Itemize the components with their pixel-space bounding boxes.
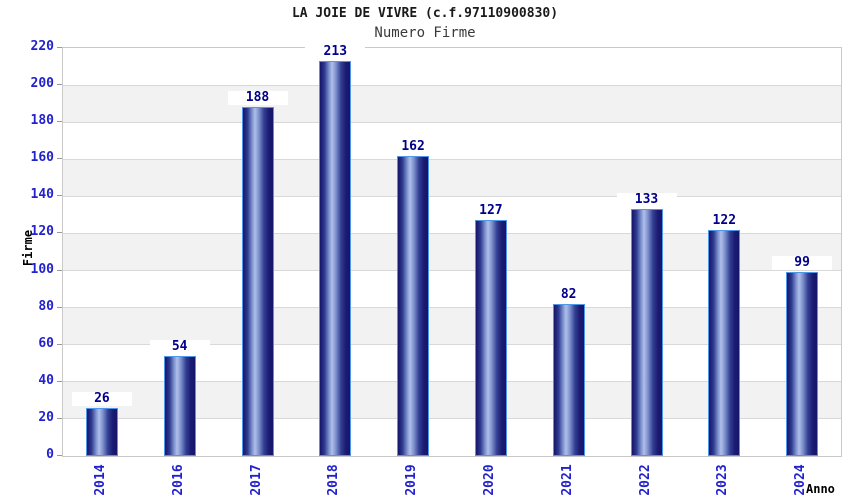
bar xyxy=(319,60,352,456)
y-tick-mark xyxy=(57,455,62,456)
chart-subtitle: Numero Firme xyxy=(374,25,476,41)
x-tick-label: 2020 xyxy=(481,464,497,496)
y-tick-mark xyxy=(57,121,62,123)
y-tick-label: 0 xyxy=(46,447,54,462)
y-tick-label: 100 xyxy=(30,261,54,277)
gridline xyxy=(63,158,841,160)
bar xyxy=(630,209,663,456)
x-tick-label: 2019 xyxy=(404,464,420,496)
bar xyxy=(397,155,430,456)
bar-value-label: 54 xyxy=(149,339,210,354)
y-tick-mark xyxy=(57,417,62,419)
y-tick-mark xyxy=(57,158,62,160)
x-tick-label: 2014 xyxy=(92,464,108,496)
gridline xyxy=(63,307,841,309)
bar-value-label: 188 xyxy=(227,91,288,106)
y-tick-label: 200 xyxy=(30,76,54,92)
y-tick-mark xyxy=(57,195,62,197)
bar-value-label: 82 xyxy=(538,287,599,302)
bar xyxy=(708,229,741,456)
y-tick-label: 60 xyxy=(38,335,54,351)
y-tick-label: 220 xyxy=(30,39,54,54)
y-tick-label: 40 xyxy=(38,372,54,388)
gridline xyxy=(63,232,841,234)
x-tick-label: 2016 xyxy=(170,464,186,496)
y-tick-label: 180 xyxy=(30,113,54,129)
y-tick-label: 120 xyxy=(30,224,54,240)
bar-value-label: 162 xyxy=(383,139,444,154)
plot-area: 26 54 188 213 162 127 82 133 122 99 xyxy=(62,44,842,457)
gridline xyxy=(63,195,841,197)
y-tick-mark xyxy=(57,47,62,48)
bar-value-label: 213 xyxy=(305,44,366,59)
gridline xyxy=(63,121,841,123)
gridline xyxy=(63,418,841,420)
bar-value-label: 122 xyxy=(694,213,755,228)
y-tick-mark xyxy=(57,306,62,308)
y-tick-label: 140 xyxy=(30,187,54,203)
x-axis-title: Anno xyxy=(806,482,835,496)
bar xyxy=(241,107,274,456)
y-tick-label: 20 xyxy=(38,409,54,425)
chart-title: LA JOIE DE VIVRE (c.f.97110900830) xyxy=(291,6,559,21)
bar-value-label: 127 xyxy=(460,204,521,219)
gridline xyxy=(63,344,841,346)
x-tick-label: 2022 xyxy=(637,464,653,496)
gridline xyxy=(63,84,841,86)
x-tick-label: 2018 xyxy=(326,464,342,496)
bar-value-label: 99 xyxy=(772,256,833,271)
bar-value-label: 133 xyxy=(616,193,677,208)
bar xyxy=(163,355,196,456)
y-tick-mark xyxy=(57,343,62,345)
bar xyxy=(85,407,118,456)
y-tick-mark xyxy=(57,380,62,382)
x-tick-label: 2024 xyxy=(793,464,809,496)
y-tick-mark xyxy=(57,269,62,271)
y-tick-label: 160 xyxy=(30,150,54,166)
gridline xyxy=(63,381,841,383)
bar xyxy=(786,272,819,456)
bar xyxy=(474,220,507,456)
y-tick-mark xyxy=(57,232,62,234)
x-tick-label: 2017 xyxy=(248,464,264,496)
y-tick-mark xyxy=(57,84,62,86)
bar-value-label: 26 xyxy=(71,391,132,406)
x-tick-label: 2023 xyxy=(715,464,731,496)
y-tick-label: 80 xyxy=(38,298,54,314)
gridline xyxy=(63,270,841,272)
bar xyxy=(552,303,585,456)
x-tick-label: 2021 xyxy=(559,464,575,496)
